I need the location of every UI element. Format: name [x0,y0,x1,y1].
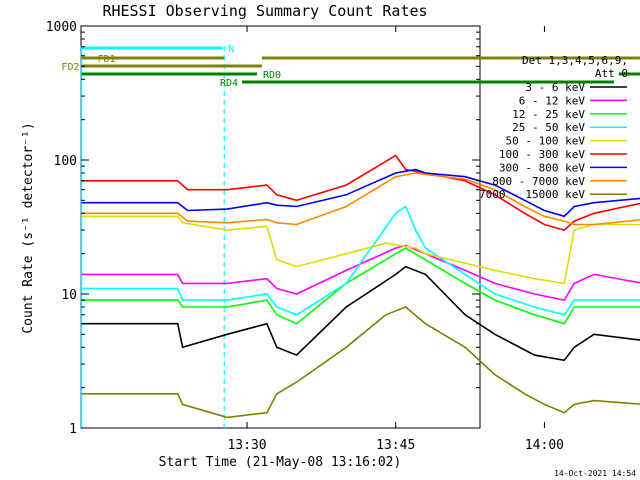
y-tick-label: 100 [54,154,77,169]
series-line [81,247,640,325]
series-line [81,244,640,301]
annotation-bar-label: RD0 [263,70,281,81]
legend-entry-label: 12 - 25 keV [512,108,585,121]
annotation-bar-label: RD4 [220,78,238,89]
legend-entry-label: 50 - 100 keV [506,135,586,148]
footer-timestamp: 14-Oct-2021 14:54 [554,469,636,478]
annotation-bar-label: N [228,44,234,55]
series-line [81,168,640,218]
legend-entry-label: 6 - 12 keV [519,94,586,107]
y-tick-label: 1000 [46,20,77,35]
legend-entry-label: 100 - 300 keV [499,148,585,161]
legend-entry-label: 800 - 7000 keV [492,175,585,188]
y-tick-label: 10 [61,288,77,303]
x-tick-label: 13:30 [227,438,266,453]
legend-entry-label: 3 - 6 keV [525,81,585,94]
x-tick-label: 14:00 [525,438,564,453]
annotation-bars: FD1 FD2 RD0 RD4 N [61,44,640,89]
y-tick-label: 1 [69,422,77,437]
series-line [81,306,640,419]
series-line [81,265,640,362]
legend-header-2: Att 0 [595,67,628,80]
legend-header-1: Det 1,3,4,5,6,9, [522,54,628,67]
series-line [81,215,640,285]
x-tick-label: 13:45 [376,438,415,453]
x-axis-label: Start Time (21-May-08 13:16:02) [159,455,402,470]
series-line [81,172,640,226]
series-line [81,154,640,231]
y-axis-ticks: 1 10 100 1000 [46,20,480,437]
legend-entry-label: 25 - 50 keV [512,121,585,134]
y-axis-label: Count Rate (s⁻¹ detector⁻¹) [21,122,36,333]
legend-entry-label: 7000 - 15000 keV [479,188,585,201]
series-lines [81,154,640,419]
series-line [81,205,640,316]
annotation-bar-label: FD1 [97,54,115,65]
annotation-bar-label: FD2 [61,62,79,73]
chart-title: RHESSI Observing Summary Count Rates [102,2,427,20]
legend-entry-label: 300 - 800 keV [499,161,585,174]
plot-frame [80,25,481,429]
